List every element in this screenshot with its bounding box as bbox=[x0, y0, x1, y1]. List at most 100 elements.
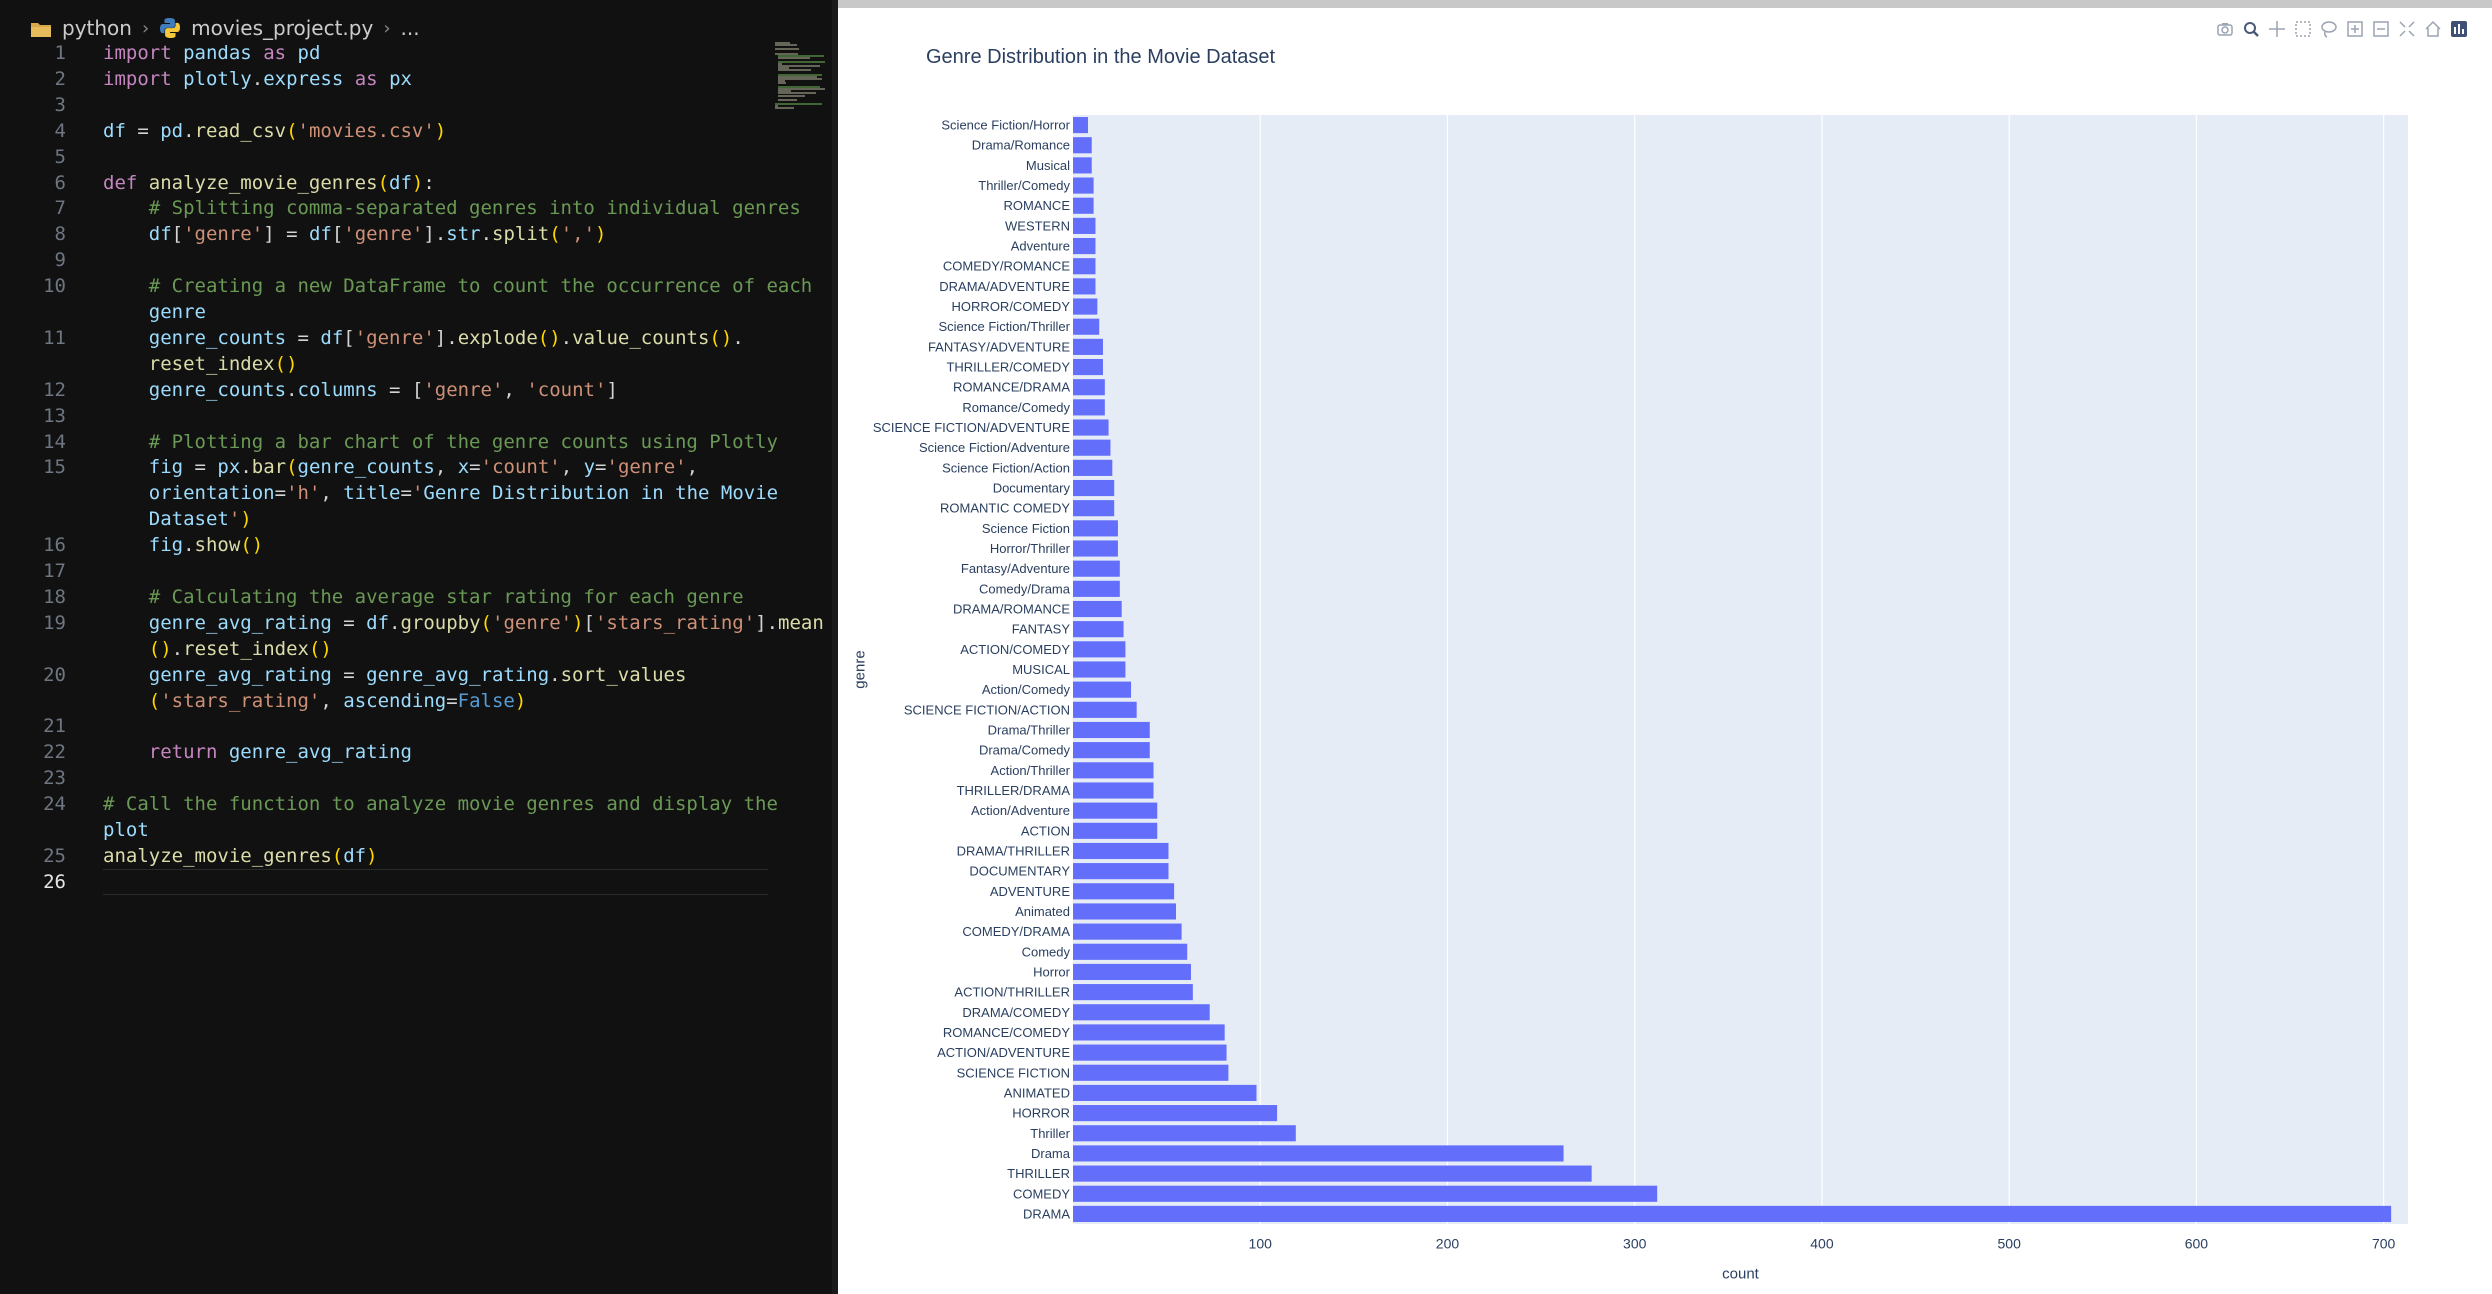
code-line[interactable]: 18 # Calculating the average star rating… bbox=[0, 584, 770, 610]
bar[interactable] bbox=[1073, 217, 1096, 234]
bar[interactable] bbox=[1073, 641, 1126, 658]
code-line[interactable]: 26 bbox=[0, 868, 770, 895]
box-select-icon[interactable] bbox=[2294, 20, 2312, 38]
code-text[interactable]: genre_counts = df['genre'].explode().val… bbox=[148, 326, 744, 349]
bar[interactable] bbox=[1073, 1044, 1227, 1061]
bar[interactable] bbox=[1073, 540, 1118, 557]
bar[interactable] bbox=[1073, 1004, 1210, 1021]
code-text[interactable]: # Calculating the average star rating fo… bbox=[103, 585, 744, 608]
code-text[interactable]: import plotly.express as px bbox=[103, 67, 412, 90]
bar[interactable] bbox=[1073, 701, 1137, 718]
bar[interactable] bbox=[1073, 298, 1098, 315]
code-text[interactable]: plot bbox=[103, 819, 149, 841]
code-line[interactable]: 22 return genre_avg_rating bbox=[0, 739, 770, 765]
code-text[interactable]: # Plotting a bar chart of the genre coun… bbox=[103, 430, 778, 453]
pan-icon[interactable] bbox=[2268, 20, 2286, 38]
home-icon[interactable] bbox=[2424, 20, 2442, 38]
bar[interactable] bbox=[1073, 278, 1096, 295]
zoom-out-icon[interactable] bbox=[2372, 20, 2390, 38]
code-text[interactable]: df = pd.read_csv('movies.csv') bbox=[103, 119, 447, 142]
code-text[interactable]: genre_avg_rating = genre_avg_rating.sort… bbox=[148, 663, 687, 686]
code-line[interactable]: 4 df = pd.read_csv('movies.csv') bbox=[0, 118, 770, 144]
code-line[interactable]: 21 bbox=[0, 713, 770, 739]
bar[interactable] bbox=[1073, 863, 1169, 880]
code-text[interactable]: genre bbox=[148, 301, 206, 323]
code-line[interactable]: reset_index() bbox=[0, 351, 770, 377]
bar[interactable] bbox=[1073, 237, 1096, 255]
bar[interactable] bbox=[1073, 1084, 1257, 1102]
code-line[interactable]: 25 analyze_movie_genres(df) bbox=[0, 843, 770, 869]
code-line[interactable]: 12 genre_counts.columns = ['genre', 'cou… bbox=[0, 377, 770, 403]
code-text[interactable]: fig.show() bbox=[148, 534, 264, 557]
bar[interactable] bbox=[1073, 802, 1158, 819]
code-text[interactable]: # Splitting comma-separated genres into … bbox=[103, 197, 801, 220]
bar[interactable] bbox=[1073, 621, 1124, 638]
bar[interactable] bbox=[1073, 742, 1150, 759]
code-line[interactable]: 19 genre_avg_rating = df.groupby('genre'… bbox=[0, 610, 824, 636]
code-text[interactable]: import pandas as pd bbox=[103, 42, 321, 64]
bar[interactable] bbox=[1073, 379, 1105, 396]
bar[interactable] bbox=[1073, 479, 1115, 497]
bar[interactable] bbox=[1073, 399, 1105, 416]
bar[interactable] bbox=[1073, 560, 1120, 577]
bar[interactable] bbox=[1073, 762, 1154, 779]
bar[interactable] bbox=[1073, 459, 1113, 476]
bar[interactable] bbox=[1073, 580, 1120, 597]
code-line[interactable]: 11 genre_counts = df['genre'].explode().… bbox=[0, 325, 770, 351]
code-text[interactable]: # Creating a new DataFrame to count the … bbox=[103, 275, 813, 298]
bar[interactable] bbox=[1073, 903, 1176, 920]
code-line[interactable]: ().reset_index() bbox=[0, 636, 770, 662]
code-line[interactable]: 24 # Call the function to analyze movie g… bbox=[0, 791, 778, 817]
bar[interactable] bbox=[1073, 842, 1169, 860]
code-text[interactable]: # Call the function to analyze movie gen… bbox=[103, 793, 778, 816]
breadcrumb-folder[interactable]: python bbox=[62, 16, 132, 40]
bar[interactable] bbox=[1073, 1024, 1225, 1041]
minimap[interactable] bbox=[775, 42, 838, 112]
code-text[interactable]: orientation='h', title='Genre Distributi… bbox=[148, 482, 779, 505]
plotly-logo-icon[interactable] bbox=[2450, 20, 2468, 38]
bar[interactable] bbox=[1073, 721, 1150, 739]
code-text[interactable]: genre_counts.columns = ['genre', 'count'… bbox=[148, 378, 618, 401]
bar[interactable] bbox=[1073, 782, 1154, 799]
code-line[interactable]: 3 bbox=[0, 92, 770, 118]
code-line[interactable]: 8 df['genre'] = df['genre'].str.split(',… bbox=[0, 221, 770, 247]
bar[interactable] bbox=[1073, 419, 1109, 436]
bar[interactable] bbox=[1073, 1125, 1296, 1142]
bar[interactable] bbox=[1073, 439, 1111, 456]
zoom-icon[interactable] bbox=[2242, 20, 2260, 38]
code-line[interactable]: 2 import plotly.express as px bbox=[0, 66, 770, 92]
bar[interactable] bbox=[1073, 258, 1096, 275]
bar-chart[interactable]: 100 200 300 400 500 600 700 Science Fiction/Hor… bbox=[838, 0, 2492, 1294]
bar[interactable] bbox=[1073, 137, 1092, 154]
code-text[interactable]: ().reset_index() bbox=[148, 637, 332, 660]
bar[interactable] bbox=[1073, 177, 1094, 194]
code-line[interactable]: genre bbox=[0, 299, 770, 325]
lasso-icon[interactable] bbox=[2320, 20, 2338, 38]
code-text[interactable]: genre_avg_rating = df.groupby('genre')['… bbox=[148, 611, 824, 634]
code-line[interactable]: 23 bbox=[0, 765, 770, 791]
code-line[interactable]: ('stars_rating', ascending=False) bbox=[0, 688, 770, 714]
bar[interactable] bbox=[1073, 318, 1100, 335]
bar[interactable] bbox=[1073, 681, 1132, 698]
code-text[interactable]: reset_index() bbox=[148, 352, 298, 375]
code-text[interactable]: return genre_avg_rating bbox=[148, 741, 412, 764]
bar[interactable] bbox=[1073, 1185, 1658, 1202]
code-line[interactable]: 1 import pandas as pd bbox=[0, 40, 770, 66]
code-line[interactable]: 20 genre_avg_rating = genre_avg_rating.s… bbox=[0, 662, 770, 688]
code-text[interactable]: fig = px.bar(genre_counts, x='count', y=… bbox=[148, 456, 699, 479]
bar[interactable] bbox=[1073, 923, 1182, 940]
bar[interactable] bbox=[1073, 338, 1103, 355]
code-line[interactable]: 15 fig = px.bar(genre_counts, x='count',… bbox=[0, 454, 770, 480]
bar[interactable] bbox=[1073, 984, 1193, 1001]
autoscale-icon[interactable] bbox=[2398, 20, 2416, 38]
bar[interactable] bbox=[1073, 963, 1191, 981]
bar[interactable] bbox=[1073, 358, 1103, 376]
bar[interactable] bbox=[1073, 822, 1158, 839]
camera-icon[interactable] bbox=[2216, 20, 2234, 38]
code-line[interactable]: 9 bbox=[0, 247, 770, 273]
code-line[interactable]: 14 # Plotting a bar chart of the genre c… bbox=[0, 429, 778, 455]
bar[interactable] bbox=[1073, 943, 1188, 960]
code-text[interactable]: def analyze_movie_genres(df): bbox=[103, 171, 435, 194]
bar[interactable] bbox=[1073, 520, 1118, 537]
plot-area[interactable] bbox=[1073, 115, 2408, 1224]
